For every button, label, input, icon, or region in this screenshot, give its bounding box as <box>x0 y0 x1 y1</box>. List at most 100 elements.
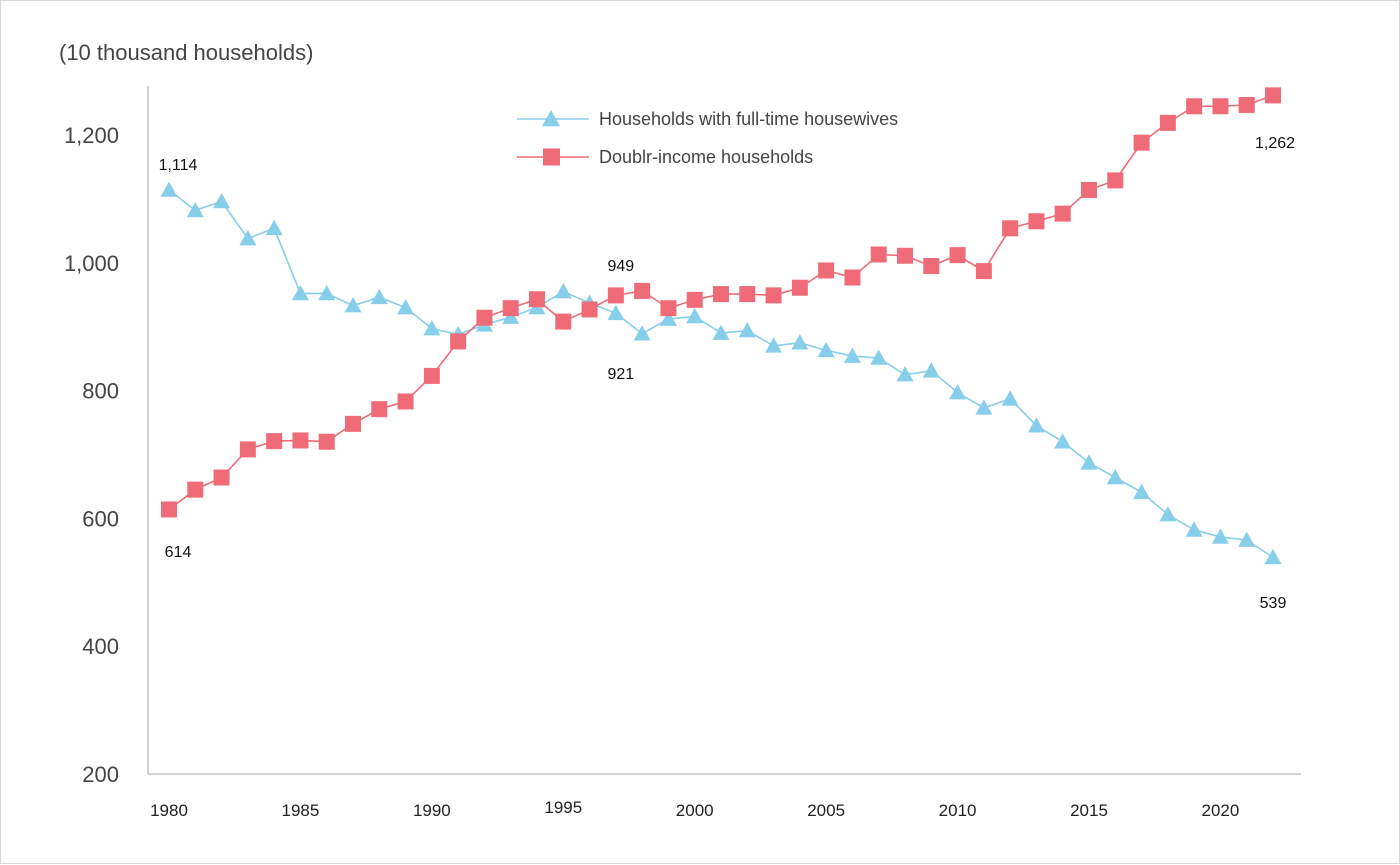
data-label: 1,114 <box>159 157 198 174</box>
triangle-marker <box>423 320 441 336</box>
square-marker <box>949 247 966 264</box>
triangle-marker <box>1080 454 1098 470</box>
square-marker <box>975 263 992 280</box>
y-tick-label: 800 <box>82 379 119 404</box>
triangle-marker <box>554 283 572 299</box>
square-marker <box>1054 205 1071 222</box>
triangle-marker <box>791 334 809 350</box>
y-tick-label: 200 <box>82 762 119 787</box>
triangle-marker <box>712 324 730 340</box>
triangle-marker <box>239 230 257 246</box>
square-marker <box>870 246 887 263</box>
square-marker <box>1107 172 1124 189</box>
square-marker <box>634 282 651 299</box>
square-marker <box>213 469 230 486</box>
triangle-marker <box>686 307 704 324</box>
legend-item: Households with full-time housewives <box>517 109 898 129</box>
square-marker <box>791 279 808 296</box>
square-marker <box>897 247 913 264</box>
triangle-marker <box>896 366 914 382</box>
x-tick-labels: 1980 1985 1990 1995 2000 2005 2010 2015 2020 <box>150 798 1239 820</box>
square-marker <box>476 309 493 326</box>
triangle-marker <box>370 288 388 305</box>
legend-item: Doublr-income households <box>517 147 813 167</box>
triangle-marker <box>160 181 178 197</box>
triangle-marker <box>344 297 362 313</box>
square-marker <box>765 287 782 304</box>
x-tick-label: 2005 <box>807 801 845 820</box>
y-tick-labels: 200 400 600 800 1,000 1,200 <box>64 123 119 787</box>
triangle-marker <box>633 325 651 341</box>
y-unit-label: (10 thousand households) <box>59 40 313 65</box>
triangle-marker <box>1185 521 1203 537</box>
triangle-marker <box>318 284 336 301</box>
square-marker <box>581 301 598 318</box>
square-marker <box>318 433 335 450</box>
data-labels: 1,114 614 949 921 1,262 539 <box>159 135 1296 612</box>
series-full-time-housewives <box>160 181 1282 565</box>
square-marker <box>502 300 519 317</box>
x-tick-label: 1995 <box>544 798 582 817</box>
x-tick-label: 2020 <box>1202 801 1240 820</box>
square-marker <box>239 441 256 458</box>
triangle-marker <box>291 284 309 301</box>
square-marker <box>607 287 624 304</box>
square-marker <box>739 286 756 303</box>
square-marker <box>923 257 940 274</box>
y-tick-label: 600 <box>82 506 119 531</box>
square-marker <box>1265 87 1281 104</box>
square-marker <box>423 367 440 384</box>
square-marker <box>345 415 361 432</box>
triangle-marker <box>738 322 756 338</box>
triangle-marker <box>213 192 231 209</box>
square-marker <box>1002 220 1019 237</box>
triangle-marker <box>186 201 204 218</box>
square-marker <box>397 393 414 410</box>
y-tick-label: 1,200 <box>64 123 119 148</box>
triangle-marker <box>397 299 415 315</box>
data-label: 614 <box>165 544 192 561</box>
square-marker <box>1133 134 1150 151</box>
square-marker <box>187 481 204 498</box>
series-line <box>168 189 1274 559</box>
x-tick-label: 2010 <box>939 801 977 820</box>
square-marker <box>266 433 283 450</box>
legend: Households with full-time housewives Doub… <box>517 109 898 167</box>
triangle-marker <box>843 347 861 363</box>
square-marker <box>844 269 861 286</box>
square-marker <box>371 401 388 418</box>
triangle-marker <box>1027 417 1045 433</box>
square-marker <box>1238 96 1255 113</box>
square-marker <box>686 291 703 308</box>
x-tick-label: 1980 <box>150 801 188 820</box>
y-tick-label: 1,000 <box>64 251 119 276</box>
data-label: 539 <box>1260 595 1287 612</box>
square-marker <box>660 300 677 317</box>
x-tick-label: 1985 <box>282 801 320 820</box>
triangle-marker <box>1264 548 1282 565</box>
legend-label: Households with full-time housewives <box>599 109 898 129</box>
y-tick-label: 400 <box>82 634 119 659</box>
triangle-marker <box>922 362 940 378</box>
axes <box>147 86 1301 775</box>
square-marker <box>1028 213 1045 230</box>
legend-triangle-marker <box>542 110 560 127</box>
triangle-marker <box>1106 469 1124 485</box>
triangle-marker <box>502 308 520 324</box>
triangle-marker <box>1054 433 1072 449</box>
triangle-marker <box>817 341 835 358</box>
square-marker <box>1212 98 1229 115</box>
data-label: 921 <box>608 366 635 383</box>
triangle-marker <box>607 304 625 321</box>
triangle-marker <box>765 337 783 353</box>
triangle-marker <box>1133 483 1151 500</box>
square-marker <box>450 333 467 350</box>
series-double-income <box>161 87 1281 518</box>
square-marker <box>1186 98 1203 115</box>
square-marker <box>161 501 177 518</box>
triangle-marker <box>1238 531 1256 547</box>
triangle-marker <box>265 219 283 236</box>
square-marker <box>292 432 309 449</box>
